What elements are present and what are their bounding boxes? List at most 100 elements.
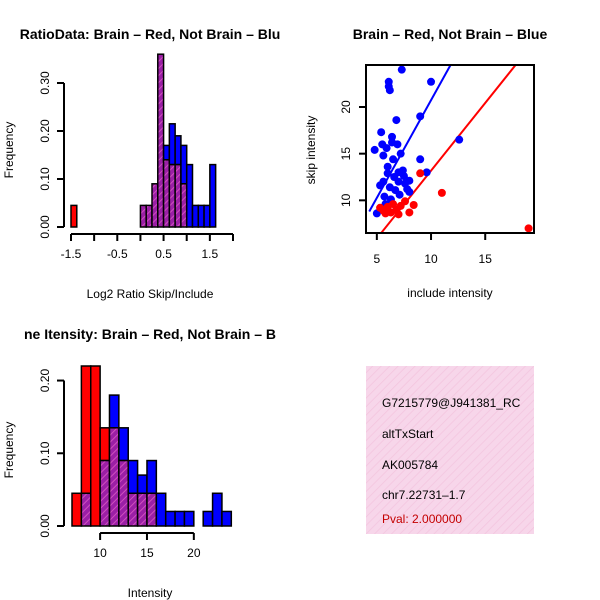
scatter-point-notbrain (370, 145, 379, 154)
scatter-x-tick-label: 5 (373, 252, 380, 266)
scatter-x-tick-label: 10 (424, 252, 438, 266)
intensity-histogram-bar-notbrain (155, 492, 167, 527)
intensity-histogram-bar-notbrain (146, 459, 158, 495)
scatter-point-notbrain (396, 149, 405, 158)
scatter-point-notbrain (399, 172, 408, 181)
intensity-histogram-bar-brain (99, 427, 111, 462)
ratio-histogram-title: RatioData: Brain – Red, Not Brain – Blu (20, 26, 281, 42)
intensity-histogram-bar-notbrain (183, 510, 195, 527)
ratio-histogram-bar-overlap (168, 163, 176, 228)
scatter-point-notbrain (405, 187, 414, 196)
ratio-histogram-bar-overlap (157, 53, 165, 228)
intensity-histogram-bar-notbrain (221, 510, 233, 527)
info-pval: Pval: 2.000000 (382, 512, 462, 526)
scatter-point-notbrain (427, 77, 436, 86)
intensity-histogram-bar-overlap (108, 427, 120, 527)
intensity-histogram-bar-notbrain (202, 510, 214, 527)
info-location: chr7.22731–1.7 (382, 488, 466, 502)
scatter-ylabel: skip intensity (304, 116, 318, 185)
ratio-histogram-ylabel: Frequency (2, 122, 16, 179)
ratio-histogram-bar-overlap (139, 204, 147, 228)
scatter-box (365, 64, 535, 234)
intensity-scatter: Brain – Red, Not Brain – Blue include in… (304, 26, 547, 300)
info-box: G7215779@J941381_RC altTxStart AK005784 … (366, 366, 534, 534)
scatter-point-brain (437, 188, 446, 197)
intensity-histogram-y-tick-label: 0.00 (38, 514, 52, 538)
intensity-histogram: ne Itensity: Brain – Red, Not Brain – B … (2, 326, 276, 600)
ratio-histogram-axes: -1.5 -0.5 0.5 1.5 0.00 0.10 0.20 0.30 (38, 71, 234, 261)
intensity-histogram-bars (71, 365, 233, 527)
ratio-histogram-bar-overlap (174, 163, 182, 228)
scatter-point-brain (416, 169, 425, 178)
ratio-histogram-bars (70, 53, 217, 228)
intensity-histogram-bar-overlap (146, 492, 158, 527)
scatter-points (370, 65, 533, 233)
scatter-x-tick-label: 15 (479, 252, 493, 266)
ratio-histogram-y-tick-label: 0.30 (38, 71, 52, 95)
info-box-background (366, 366, 534, 534)
intensity-histogram-bar-brain (71, 492, 83, 527)
scatter-y-tick-label: 20 (339, 100, 353, 114)
ratio-histogram-bar-notbrain (209, 163, 217, 228)
intensity-histogram-bar-overlap (80, 492, 92, 527)
ratio-histogram-y-tick-label: 0.10 (38, 167, 52, 191)
intensity-histogram-bar-overlap (136, 492, 148, 527)
scatter-point-notbrain (416, 112, 425, 121)
scatter-point-notbrain (384, 77, 393, 86)
ratio-histogram-bar-notbrain (168, 123, 176, 166)
scatter-point-notbrain (389, 155, 398, 164)
scatter-point-notbrain (383, 169, 392, 178)
scatter-y-tick-label: 15 (339, 147, 353, 161)
intensity-histogram-bar-notbrain (164, 510, 176, 527)
ratio-histogram-x-tick-label: -0.5 (107, 247, 128, 261)
scatter-point-notbrain (382, 144, 391, 153)
ratio-histogram-x-tick-label: -1.5 (61, 247, 82, 261)
scatter-point-notbrain (397, 65, 406, 74)
intensity-histogram-x-tick-label: 10 (93, 546, 107, 560)
scatter-point-notbrain (392, 116, 401, 125)
ratio-histogram-bar-overlap (151, 183, 159, 228)
ratio-histogram-bar-overlap (162, 159, 171, 228)
scatter-point-brain (409, 201, 418, 209)
scatter-point-brain (524, 224, 533, 233)
scatter-point-notbrain (395, 190, 404, 199)
ratio-histogram-x-tick-label: 1.5 (202, 247, 219, 261)
ratio-histogram-bar-notbrain (191, 204, 200, 228)
intensity-histogram-xlabel: Intensity (128, 586, 173, 600)
intensity-histogram-bar-notbrain (127, 459, 139, 495)
info-accession: AK005784 (382, 458, 438, 472)
intensity-histogram-bar-notbrain (136, 474, 148, 495)
ratio-histogram-x-tick-label: 0.5 (155, 247, 172, 261)
info-id-line: G7215779@J941381_RC (382, 396, 521, 410)
intensity-histogram-y-tick-label: 0.10 (38, 441, 52, 465)
intensity-histogram-bar-notbrain (174, 510, 186, 527)
scatter-point-brain (405, 208, 414, 217)
intensity-histogram-bar-notbrain (211, 492, 223, 527)
ratio-histogram-bar-notbrain (162, 144, 171, 161)
intensity-histogram-axes: 10 15 20 0.00 0.10 0.20 (38, 369, 201, 560)
ratio-histogram-y-tick-label: 0.00 (38, 215, 52, 239)
scatter-axes: 5 10 15 10 15 20 (339, 100, 492, 266)
scatter-point-notbrain (379, 177, 388, 186)
ratio-histogram-y-tick-label: 0.20 (38, 119, 52, 143)
intensity-histogram-title: ne Itensity: Brain – Red, Not Brain – B (24, 326, 276, 342)
intensity-histogram-ylabel: Frequency (2, 422, 16, 479)
scatter-point-notbrain (416, 155, 425, 164)
scatter-point-notbrain (380, 192, 389, 201)
intensity-histogram-x-tick-label: 15 (140, 546, 154, 560)
ratio-histogram: RatioData: Brain – Red, Not Brain – Blu … (2, 26, 280, 301)
ratio-histogram-bar-notbrain (174, 135, 182, 166)
scatter-xlabel: include intensity (407, 286, 492, 300)
ratio-histogram-bar-notbrain (203, 204, 211, 228)
scatter-point-notbrain (388, 132, 397, 141)
scatter-point-notbrain (405, 176, 414, 185)
intensity-histogram-bar-brain (80, 365, 92, 495)
scatter-point-notbrain (455, 135, 464, 144)
ratio-histogram-bar-overlap (180, 183, 188, 228)
scatter-point-notbrain (383, 162, 392, 171)
scatter-y-tick-label: 10 (339, 193, 353, 207)
ratio-histogram-xlabel: Log2 Ratio Skip/Include (87, 287, 214, 301)
intensity-histogram-bar-notbrain (118, 427, 129, 462)
intensity-histogram-bar-brain (89, 365, 101, 527)
scatter-point-brain (401, 197, 410, 206)
